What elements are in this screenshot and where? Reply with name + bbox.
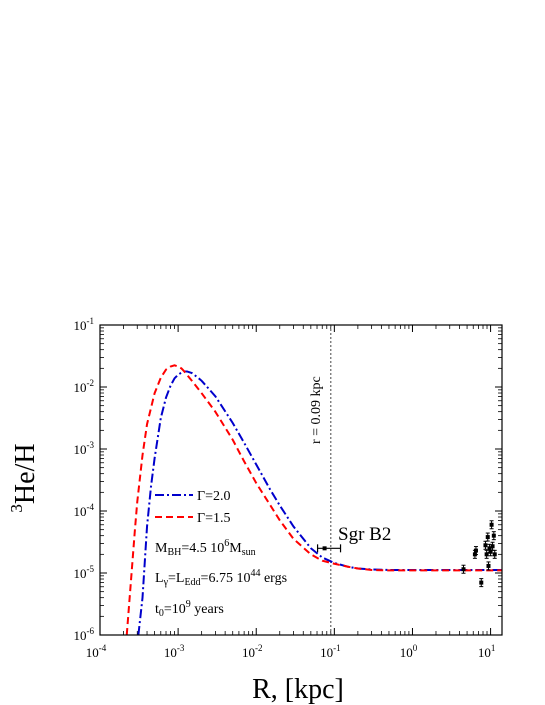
annotation-mbh: MBH=4.5 106Msun	[155, 538, 256, 558]
data-point-0	[461, 564, 466, 574]
y-axis-label: 3He/H	[7, 443, 41, 512]
series-line-1	[125, 364, 502, 635]
sgr-b2-label: Sgr B2	[338, 524, 391, 545]
x-axis-label: R, [kpc]	[252, 674, 344, 705]
y-axis-label-main: He/H	[10, 443, 41, 504]
sgr-b2-group	[316, 544, 342, 553]
legend: Γ=2.0 Γ=1.5	[155, 489, 231, 526]
plot-frame	[99, 324, 503, 636]
y-tick-label-3: 10-3	[74, 440, 95, 457]
x-tick-label-5: 101	[478, 643, 496, 660]
series-group	[125, 364, 502, 635]
annotation-luminosity: Lγ=LEdd=6.75 1044 ergs	[155, 568, 287, 588]
data-point-3	[479, 578, 484, 588]
sgr-b2-point	[322, 546, 327, 551]
x-tick-label-4: 100	[400, 643, 418, 660]
data-point-5	[484, 549, 489, 559]
x-tick-label-1: 10-3	[164, 643, 185, 660]
reference-line-label: r = 0.09 kpc	[309, 376, 324, 444]
data-point-2	[473, 546, 478, 556]
annotation-t0: t0=109 years	[155, 599, 224, 619]
y-axis-label-sup: 3	[7, 504, 26, 513]
data-points-group	[461, 520, 497, 588]
data-point-7	[486, 561, 491, 571]
data-point-4	[483, 540, 488, 550]
y-tick-label-5: 10-1	[74, 316, 95, 333]
data-point-11	[490, 541, 495, 551]
x-tick-label-3: 10-1	[320, 643, 341, 660]
plot-area	[125, 325, 502, 635]
x-ticks: 10-4 10-3 10-2 10-1 100 101	[86, 325, 496, 660]
y-tick-label-2: 10-4	[74, 502, 95, 519]
y-tick-label-1: 10-5	[74, 564, 95, 581]
data-point-10	[489, 520, 494, 530]
data-point-12	[491, 531, 496, 541]
data-point-13	[492, 549, 497, 559]
x-tick-label-0: 10-4	[86, 643, 107, 660]
legend-label-gamma-1-5: Γ=1.5	[197, 511, 231, 526]
legend-label-gamma-2: Γ=2.0	[197, 489, 231, 504]
y-ticks: 10-6 10-5 10-4 10-3 10-2 10-1	[74, 316, 502, 643]
y-tick-label-4: 10-2	[74, 378, 95, 395]
y-tick-label-0: 10-6	[74, 626, 95, 643]
data-point-6	[485, 532, 490, 542]
x-tick-label-2: 10-2	[242, 643, 262, 660]
